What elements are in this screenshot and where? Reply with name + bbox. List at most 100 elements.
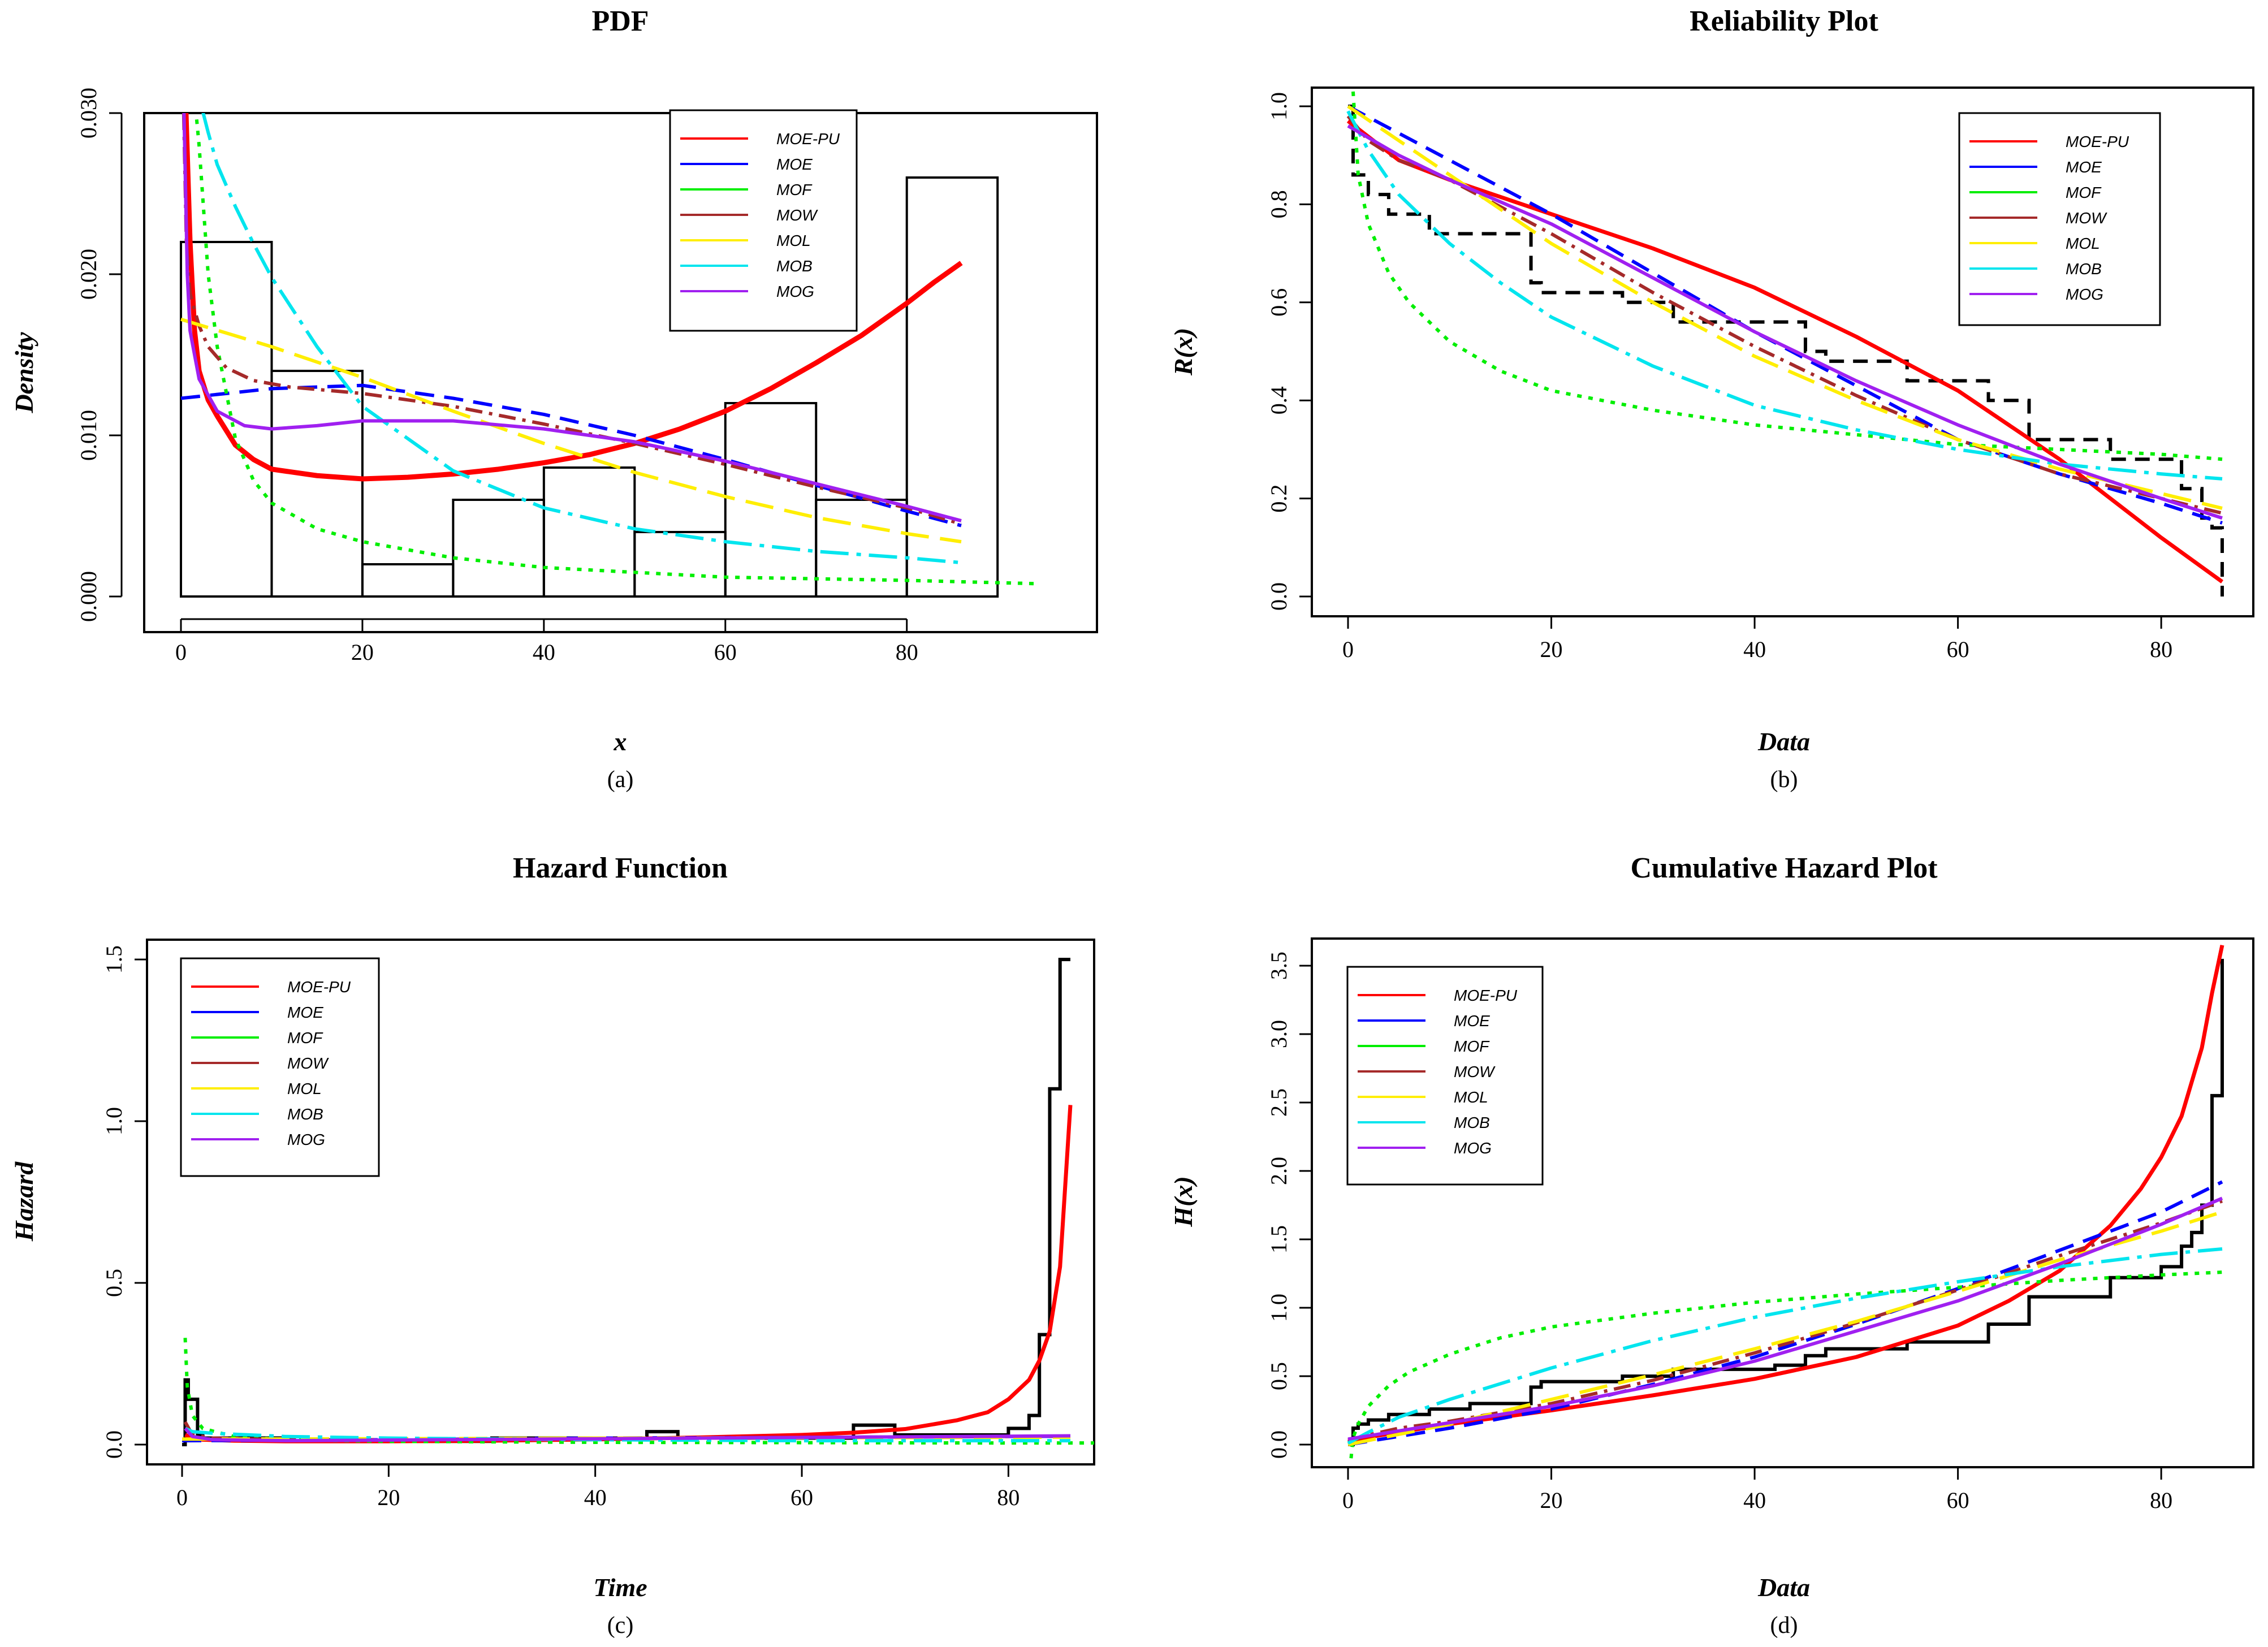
cumhazard-sublabel: (d) bbox=[1770, 1613, 1798, 1639]
pdf-plot-frame bbox=[143, 112, 1098, 633]
x-tick-label: 0 bbox=[175, 639, 187, 665]
x-tick-label: 40 bbox=[1743, 1488, 1766, 1513]
series-line-mob bbox=[1347, 1247, 2223, 1445]
y-tick-label: 0.0 bbox=[101, 1430, 127, 1459]
series-line-mob bbox=[184, 1426, 1070, 1443]
legend-label-mof: MOF bbox=[776, 181, 813, 198]
cumhazard-marks bbox=[1347, 944, 2224, 1459]
histogram-bar bbox=[633, 531, 727, 598]
pdf-ylabel: Density bbox=[10, 332, 38, 414]
hazard-xlabel: Time bbox=[593, 1573, 647, 1602]
cumhazard-xlabel: Data bbox=[1757, 1573, 1810, 1602]
series-line-mof bbox=[194, 113, 1034, 586]
series-line-mog bbox=[182, 113, 962, 522]
series-line-moe-pu bbox=[183, 113, 963, 482]
y-tick-label: 0.5 bbox=[101, 1269, 127, 1297]
y-tick-label: 0.000 bbox=[76, 571, 101, 622]
y-tick-label: 1.0 bbox=[1266, 92, 1291, 120]
x-tick-label: 80 bbox=[2150, 1488, 2172, 1513]
cumhazard-axes: 0 20 40 60 80 0.0 0.5 1.0 1.5 2.0 2.5 3.0 3.5 bbox=[1266, 952, 2172, 1513]
legend-label-mol: MOL bbox=[1454, 1088, 1488, 1106]
series-line-mol bbox=[180, 317, 962, 544]
x-tick-label: 60 bbox=[790, 1485, 813, 1510]
reliability-axes: 0 20 40 60 80 0.0 0.2 0.4 0.6 0.8 1.0 bbox=[1266, 92, 2172, 662]
y-tick-label: 0.020 bbox=[76, 249, 101, 300]
y-tick-label: 1.0 bbox=[1266, 1294, 1291, 1322]
series-line-mof bbox=[1351, 91, 2223, 461]
x-tick-label: 20 bbox=[1540, 637, 1563, 662]
y-tick-label: 0.5 bbox=[1266, 1362, 1291, 1390]
x-tick-label: 40 bbox=[533, 639, 555, 665]
y-tick-label: 0.010 bbox=[76, 410, 101, 461]
legend-label-moe: MOE bbox=[287, 1004, 323, 1021]
y-tick-label: 1.0 bbox=[101, 1107, 127, 1135]
y-tick-label: 0.030 bbox=[76, 88, 101, 139]
cumhazard-title: Cumulative Hazard Plot bbox=[1630, 852, 1938, 884]
series-line-mow bbox=[182, 113, 962, 526]
y-tick-label: 2.0 bbox=[1266, 1157, 1291, 1185]
hazard-ylabel: Hazard bbox=[10, 1161, 38, 1242]
series-line-mog bbox=[184, 1427, 1071, 1443]
x-tick-label: 20 bbox=[351, 639, 374, 665]
cumhazard-ylabel: H(x) bbox=[1169, 1176, 1198, 1227]
reliability-xlabel: Data bbox=[1757, 727, 1810, 756]
hazard-axes: 0 20 40 60 80 0.0 0.5 1.0 1.5 bbox=[101, 945, 1019, 1510]
x-tick-label: 0 bbox=[1342, 1488, 1354, 1513]
histogram-bar bbox=[542, 466, 636, 598]
legend-label-moe: MOE bbox=[776, 155, 813, 173]
histogram-bar bbox=[452, 499, 545, 598]
legend-label-moe-pu: MOE-PU bbox=[2066, 133, 2129, 150]
panel-reliability: Reliability Plot 0 20 40 60 80 0.0 0.2 0.4 0.6 0.… bbox=[1169, 5, 2254, 793]
y-tick-label: 0.2 bbox=[1266, 485, 1291, 513]
legend-label-mob: MOB bbox=[776, 257, 813, 275]
legend-label-moe: MOE bbox=[1454, 1012, 1490, 1030]
y-tick-label: 0.4 bbox=[1266, 386, 1291, 414]
x-tick-label: 60 bbox=[714, 639, 737, 665]
hazard-marks bbox=[182, 958, 1094, 1446]
x-tick-label: 80 bbox=[997, 1485, 1019, 1510]
histogram-bar bbox=[815, 499, 908, 598]
reliability-sublabel: (b) bbox=[1770, 767, 1798, 793]
series-line-moe bbox=[1347, 1180, 2223, 1446]
reliability-title: Reliability Plot bbox=[1690, 5, 1878, 37]
x-tick-label: 80 bbox=[2150, 637, 2172, 662]
reliability-legend-box bbox=[1958, 112, 2161, 326]
pdf-marks bbox=[180, 113, 1034, 598]
y-tick-label: 0.6 bbox=[1266, 288, 1291, 317]
x-tick-label: 60 bbox=[1947, 637, 1969, 662]
pdf-xlabel: x bbox=[614, 727, 627, 756]
pdf-sublabel: (a) bbox=[607, 767, 634, 793]
pdf-title: PDF bbox=[591, 5, 649, 37]
series-line-mob bbox=[201, 113, 962, 565]
y-tick-label: 0.0 bbox=[1266, 582, 1291, 611]
legend-label-mow: MOW bbox=[776, 206, 818, 224]
y-tick-label: 2.5 bbox=[1266, 1088, 1291, 1117]
y-tick-label: 0.0 bbox=[1266, 1430, 1291, 1459]
hazard-title: Hazard Function bbox=[513, 852, 728, 884]
legend-label-mog: MOG bbox=[1454, 1139, 1492, 1157]
histogram-bar bbox=[905, 176, 999, 598]
legend-label-moe: MOE bbox=[2066, 158, 2102, 176]
legend-label-mof: MOF bbox=[1454, 1038, 1490, 1055]
pdf-axes: 0 20 40 60 80 0.000 0.010 0.020 0.030 bbox=[76, 88, 918, 665]
x-tick-label: 60 bbox=[1947, 1488, 1969, 1513]
x-tick-label: 0 bbox=[1342, 637, 1354, 662]
reliability-legend: MOE-PU MOE MOF MOW MOL MOB MOG bbox=[1958, 112, 2161, 326]
histogram-bar bbox=[361, 563, 455, 598]
legend-label-moe-pu: MOE-PU bbox=[1454, 987, 1518, 1004]
series-line-mog bbox=[1347, 124, 2223, 520]
series-line-mol bbox=[1347, 1210, 2223, 1446]
legend-label-mol: MOL bbox=[776, 232, 811, 249]
legend-label-mog: MOG bbox=[2066, 286, 2103, 303]
series-line-mow bbox=[1346, 115, 2223, 515]
series-line-moe-pu bbox=[1347, 944, 2224, 1443]
series-line-mof bbox=[183, 1338, 1094, 1445]
panel-cumulative-hazard: Cumulative Hazard Plot 0 20 40 60 80 0.0 0.5 1.… bbox=[1169, 852, 2254, 1639]
reliability-ylabel: R(x) bbox=[1169, 328, 1198, 376]
legend-label-moe-pu: MOE-PU bbox=[287, 978, 351, 996]
series-line-mow bbox=[1347, 1199, 2223, 1444]
reliability-marks bbox=[1346, 91, 2224, 596]
legend-label-mow: MOW bbox=[2066, 209, 2107, 227]
series-line-moe bbox=[1347, 105, 2223, 525]
legend-label-mob: MOB bbox=[1454, 1114, 1490, 1131]
